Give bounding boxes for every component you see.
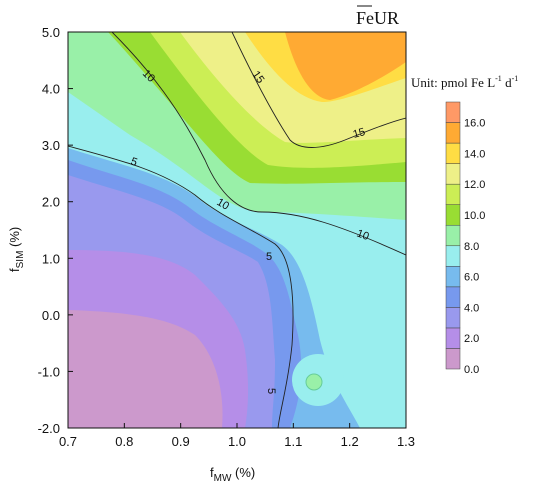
x-axis-title-main: f bbox=[210, 465, 214, 480]
band-level-18 bbox=[285, 32, 406, 100]
colorbar-swatch bbox=[445, 142, 461, 164]
contour-line-10 bbox=[111, 32, 406, 256]
colorbar-label: 6.0 bbox=[464, 272, 479, 284]
contour-label-5-left: 5 bbox=[129, 156, 139, 169]
colorbar-swatch bbox=[445, 307, 461, 329]
colorbar-label: 8.0 bbox=[464, 241, 479, 253]
chart-title: FeUR bbox=[356, 8, 399, 28]
colorbar-swatch bbox=[445, 224, 461, 247]
colorbar-label: 12.0 bbox=[464, 179, 485, 191]
contour-label-10-mid: 10 bbox=[215, 196, 232, 213]
colorbar-swatch bbox=[445, 122, 461, 144]
x-tick-label: 1.2 bbox=[341, 434, 359, 449]
unit-label-text: Unit: pmol Fe L bbox=[411, 75, 495, 90]
x-tick-label: 0.8 bbox=[115, 434, 133, 449]
y-tick-label: 1.0 bbox=[42, 251, 60, 266]
x-tick-label: 1.3 bbox=[397, 434, 415, 449]
colorbar-label: 16.0 bbox=[464, 118, 485, 130]
colorbar-unit-label: Unit: pmol Fe L-1 d-1 bbox=[411, 74, 518, 90]
x-axis-title-sub: MW bbox=[214, 473, 232, 484]
colorbar-swatch bbox=[445, 348, 461, 370]
unit-label-mid: d bbox=[502, 75, 512, 90]
band-level-lowest bbox=[68, 310, 223, 428]
y-tick-label: -2.0 bbox=[38, 421, 60, 436]
y-axis: 5.0 4.0 3.0 2.0 1.0 0.0 -1.0 -2.0 bbox=[38, 25, 73, 436]
contour-label-10-right: 10 bbox=[355, 228, 371, 243]
y-axis-title-main: f bbox=[7, 268, 22, 272]
colorbar-swatch bbox=[445, 245, 461, 267]
contour-label-15-top: 15 bbox=[250, 69, 267, 86]
colorbar-label: 0.0 bbox=[464, 364, 479, 376]
colorbar-swatch bbox=[445, 163, 461, 185]
contour-label-5-mid: 5 bbox=[266, 251, 272, 263]
x-tick-label: 0.7 bbox=[59, 434, 77, 449]
colorbar-label: 14.0 bbox=[464, 148, 485, 160]
colorbar: 0.0 2.0 4.0 6.0 8.0 10.0 12.0 14.0 16.0 bbox=[445, 101, 485, 376]
colorbar-swatch bbox=[445, 101, 461, 123]
colorbar-swatch bbox=[445, 286, 461, 308]
y-tick-label: 0.0 bbox=[42, 308, 60, 323]
local-minimum-center bbox=[305, 373, 323, 391]
y-axis-title-unit: (%) bbox=[7, 227, 22, 251]
y-tick-label: 2.0 bbox=[42, 195, 60, 210]
y-axis-title-sub: SIM bbox=[15, 251, 26, 269]
x-axis-title: fMW (%) bbox=[210, 465, 255, 484]
y-axis-title: fSIM (%) bbox=[7, 227, 26, 272]
colorbar-swatch bbox=[445, 327, 461, 349]
contour-plot-area bbox=[68, 32, 406, 428]
y-tick-label: 3.0 bbox=[42, 138, 60, 153]
x-axis-title-unit: (%) bbox=[231, 465, 255, 480]
contour-label-15-right: 15 bbox=[352, 126, 367, 141]
contour-label-5-low: 5 bbox=[265, 388, 277, 394]
y-tick-label: 5.0 bbox=[42, 25, 60, 40]
colorbar-swatch bbox=[445, 266, 461, 288]
contour-line-15 bbox=[231, 32, 406, 148]
y-tick-label: -1.0 bbox=[38, 364, 60, 379]
x-tick-label: 1.1 bbox=[284, 434, 302, 449]
unit-label-exp2: -1 bbox=[512, 74, 519, 83]
contour-line-5 bbox=[68, 145, 294, 428]
x-axis: 0.7 0.8 0.9 1.0 1.1 1.2 1.3 bbox=[59, 423, 415, 449]
y-tick-label: 4.0 bbox=[42, 82, 60, 97]
colorbar-label: 2.0 bbox=[464, 333, 479, 345]
x-tick-label: 0.9 bbox=[172, 434, 190, 449]
colorbar-label: 4.0 bbox=[464, 302, 479, 314]
x-tick-label: 1.0 bbox=[228, 434, 246, 449]
colorbar-swatch bbox=[445, 204, 461, 226]
colorbar-swatch bbox=[445, 183, 461, 205]
unit-label-exp1: -1 bbox=[495, 74, 502, 83]
colorbar-label: 10.0 bbox=[464, 210, 485, 222]
